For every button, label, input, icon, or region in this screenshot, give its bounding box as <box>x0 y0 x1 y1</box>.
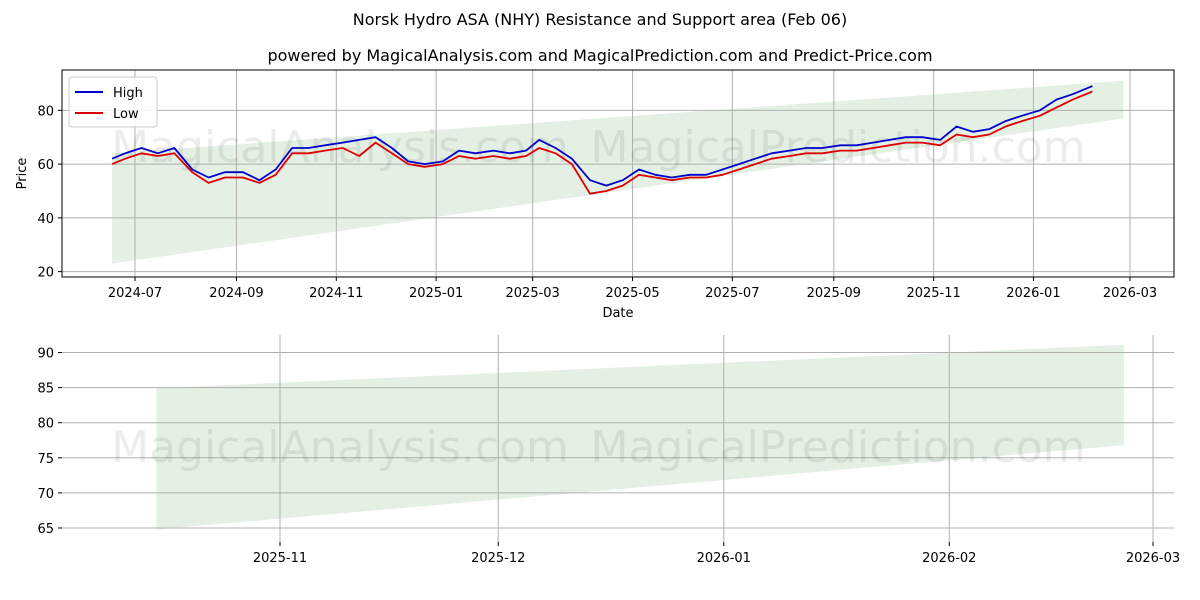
watermark: MagicalPrediction.com <box>591 122 1086 173</box>
x-tick-label: 2026-03 <box>1126 551 1180 566</box>
watermark: MagicalPrediction.com <box>591 422 1086 473</box>
axes-frame <box>61 69 1175 278</box>
x-tick-label: 2025-01 <box>409 286 463 301</box>
y-tick-label: 20 <box>37 266 54 281</box>
x-tick-label: 2025-03 <box>506 286 560 301</box>
y-tick-label: 90 <box>37 347 54 362</box>
watermark: MagicalAnalysis.com <box>111 422 569 473</box>
x-tick-label: 2025-09 <box>807 286 861 301</box>
y-tick-label: 80 <box>37 104 54 119</box>
x-tick-label: 2024-09 <box>209 286 263 301</box>
x-tick-label: 2026-03 <box>1103 286 1157 301</box>
bottom-chart: 2025-11 2025-12 2026-01 2026-02 2026-03 65 70 7… <box>37 335 1180 566</box>
x-tick-label: 2024-07 <box>108 286 162 301</box>
support-resistance-band <box>156 344 1124 530</box>
legend-box <box>68 76 158 128</box>
top-chart: 2024-07 2024-09 2024-11 2025-01 2025-03 2025-… <box>15 69 1175 321</box>
x-tick-label: 2026-01 <box>697 551 751 566</box>
x-tick-label: 2025-05 <box>605 286 659 301</box>
x-tick-label: 2025-12 <box>471 551 525 566</box>
y-tick-label: 40 <box>37 212 54 227</box>
y-tick-label: 60 <box>37 158 54 173</box>
legend-label-low: Low <box>113 107 139 122</box>
x-tick-label: 2026-02 <box>922 551 976 566</box>
y-tick-label: 65 <box>37 522 54 537</box>
x-tick-label: 2025-11 <box>906 286 960 301</box>
series-low-line <box>111 90 1093 195</box>
x-axis-label: Date <box>602 306 633 321</box>
y-tick-label: 80 <box>37 417 54 432</box>
x-tick-label: 2024-11 <box>309 286 363 301</box>
chart-subtitle: powered by MagicalAnalysis.com and Magic… <box>267 46 933 65</box>
series-high-line <box>111 85 1093 187</box>
legend: High Low <box>68 76 158 128</box>
y-tick-label: 75 <box>37 452 54 467</box>
chart-title: Norsk Hydro ASA (NHY) Resistance and Sup… <box>352 10 848 29</box>
y-tick-label: 85 <box>37 382 54 397</box>
x-tick-label: 2025-07 <box>705 286 759 301</box>
y-tick-label: 70 <box>37 487 54 502</box>
x-tick-label: 2025-11 <box>253 551 307 566</box>
legend-label-high: High <box>113 86 143 101</box>
x-tick-label: 2026-01 <box>1006 286 1060 301</box>
y-axis-label: Price <box>15 158 30 190</box>
